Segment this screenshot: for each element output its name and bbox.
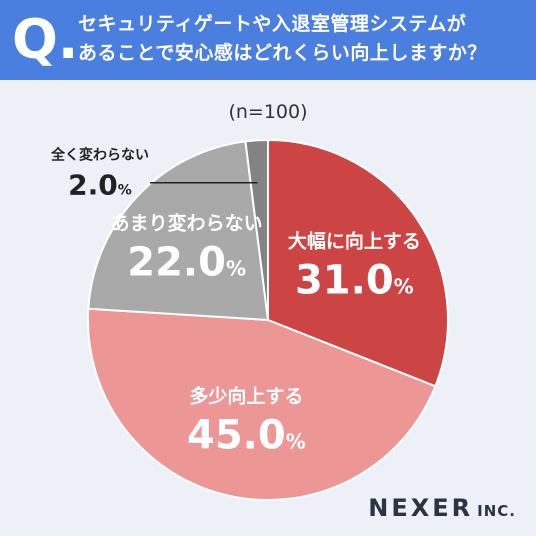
slice-label-3: あまり変わらない <box>111 212 263 235</box>
slice-label-2: 多少向上する <box>189 385 303 408</box>
question-mark: Q. <box>12 8 79 71</box>
pie-slice-3 <box>87 140 270 322</box>
question-line-1: セキュリティゲートや入退室管理システムが <box>78 13 467 35</box>
pie-slice-1 <box>267 138 449 388</box>
pie-slice-2 <box>87 307 437 501</box>
pie-slices <box>87 138 449 501</box>
question-header: Q. セキュリティゲートや入退室管理システムが あることで安心感はどれくらい向上… <box>0 0 536 80</box>
question-line-2: あることで安心感はどれくらい向上しますか？ <box>78 42 487 64</box>
sample-size-label: (n=100) <box>228 101 307 123</box>
question-text: セキュリティゲートや入退室管理システムが あることで安心感はどれくらい向上します… <box>78 10 528 68</box>
slice-value-4: 2.0% <box>68 169 132 202</box>
pie-slice-4 <box>244 138 269 321</box>
slice-label-4: 全く変わらない <box>50 147 149 164</box>
pie-labels: 大幅に向上する31.0%多少向上する45.0%あまり変わらない22.0%全く変わ… <box>50 147 421 459</box>
slice-label-1: 大幅に向上する <box>288 229 421 252</box>
nexer-logo: NEXER INC. <box>368 494 516 522</box>
logo-name: NEXER <box>368 494 474 522</box>
logo-suffix: INC. <box>477 502 516 520</box>
